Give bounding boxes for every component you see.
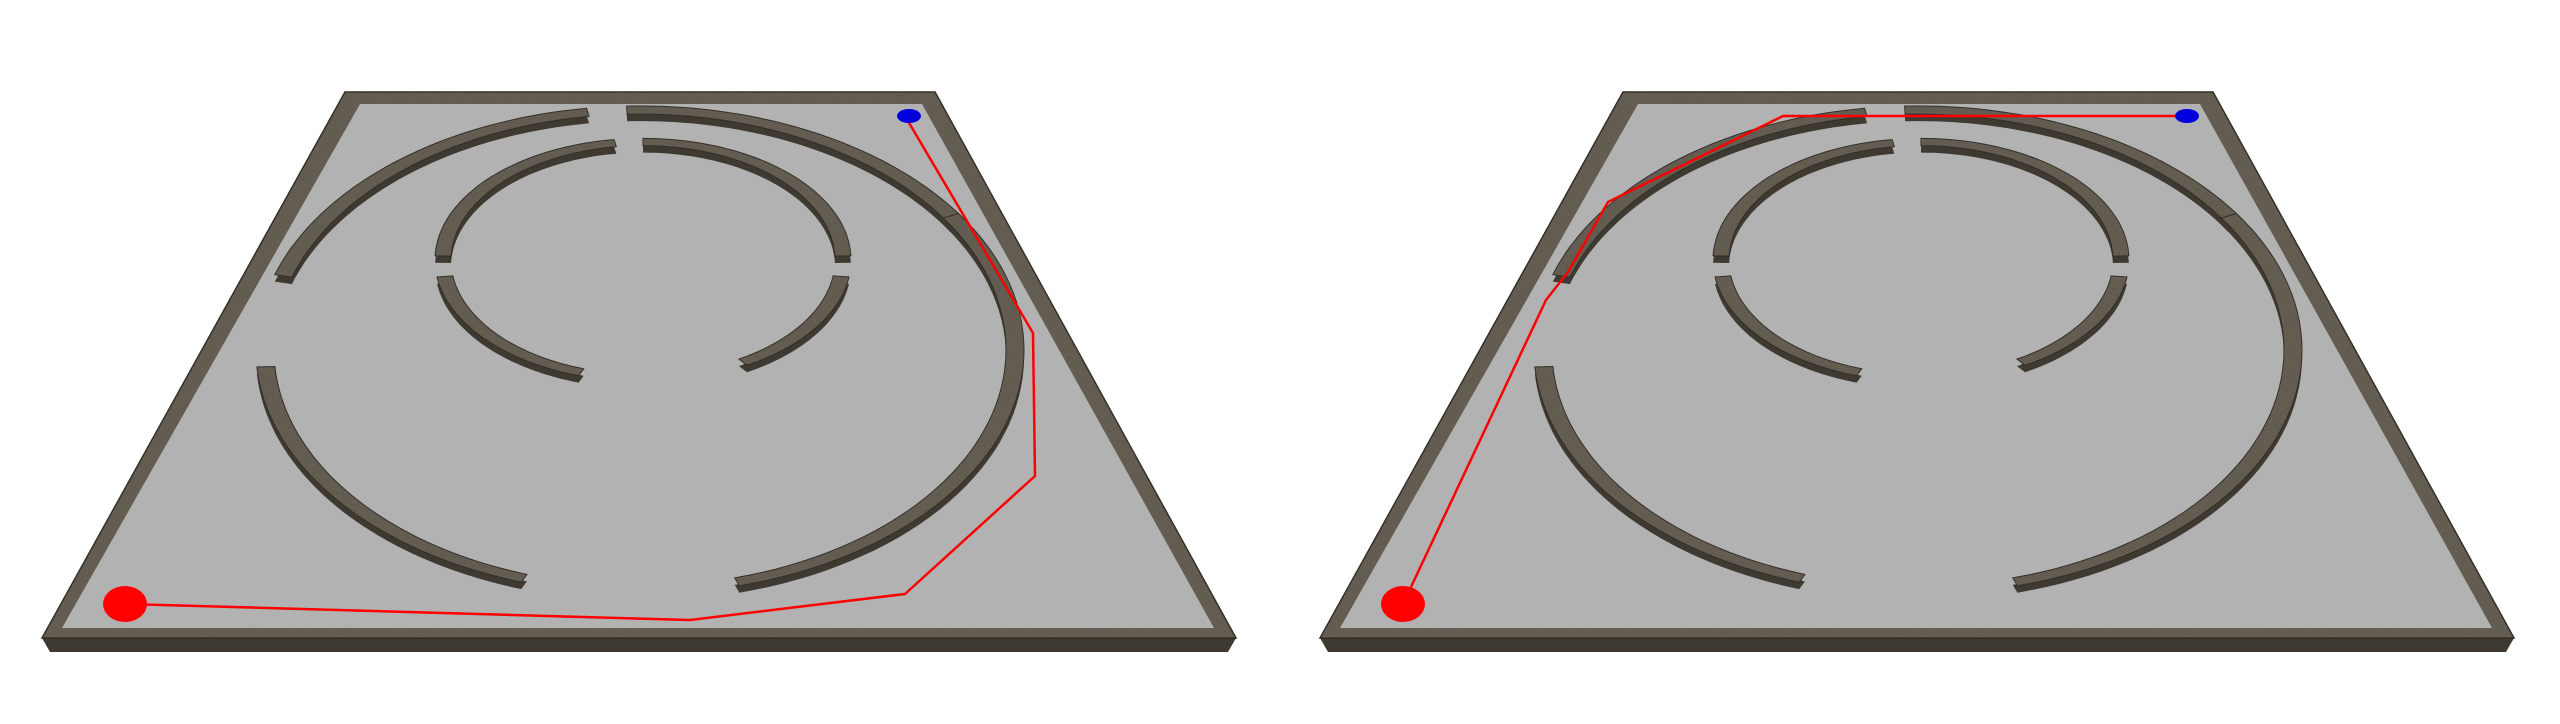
right-scene	[1318, 91, 2516, 652]
outer-wall-bottom-left	[1534, 365, 1806, 590]
frame-front-face	[42, 638, 1236, 652]
planned-path-line	[124, 115, 1037, 622]
frame-front-face	[1320, 638, 2514, 652]
planned-path-line	[1401, 114, 2183, 605]
outer-wall-bottom-left	[256, 365, 528, 590]
outer-wall-right-bottom	[2011, 212, 2303, 593]
inner-wall-top-right	[642, 137, 852, 263]
inner-wall-top-left	[434, 139, 617, 263]
outer-wall-top-left	[274, 107, 590, 285]
goal-marker	[2175, 109, 2199, 123]
maze-floor	[62, 104, 1214, 628]
maze-floor	[1340, 104, 2492, 628]
inner-wall-bottom-left	[436, 275, 585, 383]
outer-wall-right-bottom	[733, 212, 1025, 593]
inner-wall-top-right	[1920, 137, 2130, 263]
start-marker	[103, 586, 147, 622]
inner-wall-top-left	[1712, 139, 1895, 263]
goal-marker	[897, 109, 921, 123]
inner-wall-bottom-right	[737, 275, 850, 373]
start-marker	[1381, 586, 1425, 622]
inner-wall-bottom-left	[1714, 275, 1863, 383]
inner-wall-bottom-right	[2015, 275, 2128, 373]
left-scene	[40, 91, 1238, 652]
